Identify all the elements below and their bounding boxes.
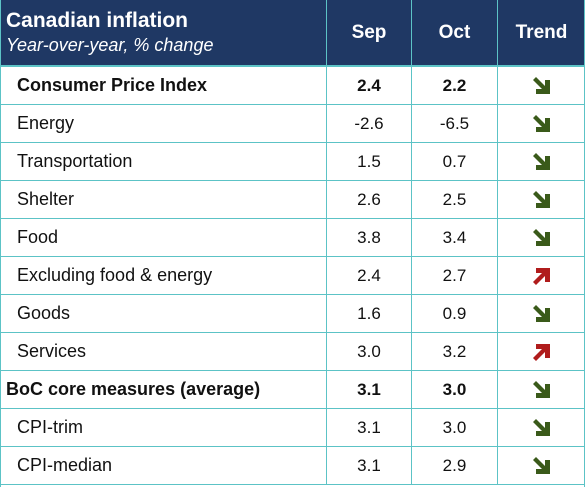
arrow-down-right-icon (531, 113, 553, 135)
row-label: Services (0, 333, 327, 370)
column-header-oct: Oct (412, 0, 498, 65)
table-row: Transportation 1.5 0.7 (0, 143, 585, 181)
arrow-up-right-icon (531, 265, 553, 287)
trend-cell (498, 181, 585, 218)
sep-value: 3.8 (327, 219, 412, 256)
oct-value: 3.0 (412, 371, 498, 408)
table-row: Goods 1.6 0.9 (0, 295, 585, 333)
table-row: Consumer Price Index 2.4 2.2 (0, 67, 585, 105)
arrow-up-right-icon (531, 341, 553, 363)
arrow-down-right-icon (531, 379, 553, 401)
oct-value: 3.4 (412, 219, 498, 256)
oct-value: 0.9 (412, 295, 498, 332)
oct-value: -6.5 (412, 105, 498, 142)
row-label: Goods (0, 295, 327, 332)
sep-value: 1.6 (327, 295, 412, 332)
trend-cell (498, 105, 585, 142)
trend-cell (498, 295, 585, 332)
sep-value: 2.6 (327, 181, 412, 218)
oct-value: 2.9 (412, 447, 498, 484)
arrow-down-right-icon (531, 227, 553, 249)
arrow-down-right-icon (531, 455, 553, 477)
oct-value: 2.2 (412, 67, 498, 104)
sep-value: 2.4 (327, 257, 412, 294)
row-label: Excluding food & energy (0, 257, 327, 294)
table-subtitle: Year-over-year, % change (6, 34, 214, 55)
table-row: Excluding food & energy 2.4 2.7 (0, 257, 585, 295)
sep-value: -2.6 (327, 105, 412, 142)
row-label: Transportation (0, 143, 327, 180)
oct-value: 2.5 (412, 181, 498, 218)
arrow-down-right-icon (531, 417, 553, 439)
row-label: CPI-median (0, 447, 327, 484)
trend-cell (498, 143, 585, 180)
trend-cell (498, 219, 585, 256)
sep-value: 3.1 (327, 409, 412, 446)
trend-cell (498, 447, 585, 484)
sep-value: 2.4 (327, 67, 412, 104)
oct-value: 0.7 (412, 143, 498, 180)
table-header: Canadian inflation Year-over-year, % cha… (0, 0, 585, 67)
oct-value: 3.2 (412, 333, 498, 370)
arrow-down-right-icon (531, 75, 553, 97)
header-title-cell: Canadian inflation Year-over-year, % cha… (0, 0, 327, 65)
arrow-down-right-icon (531, 189, 553, 211)
oct-value: 2.7 (412, 257, 498, 294)
table-row: Shelter 2.6 2.5 (0, 181, 585, 219)
trend-cell (498, 333, 585, 370)
column-header-trend: Trend (515, 21, 568, 43)
table-row: Services 3.0 3.2 (0, 333, 585, 371)
oct-value: 3.0 (412, 409, 498, 446)
row-label: Consumer Price Index (0, 67, 327, 104)
row-label: Energy (0, 105, 327, 142)
trend-cell (498, 257, 585, 294)
sep-value: 3.1 (327, 371, 412, 408)
table-left-border (0, 0, 1, 487)
column-header-sep: Sep (327, 0, 412, 65)
table-body: Consumer Price Index 2.4 2.2 Energy -2.6 -6.5… (0, 67, 585, 485)
table-row: Energy -2.6 -6.5 (0, 105, 585, 143)
sep-value: 1.5 (327, 143, 412, 180)
table-row: Food 3.8 3.4 (0, 219, 585, 257)
sep-value: 3.0 (327, 333, 412, 370)
arrow-down-right-icon (531, 303, 553, 325)
row-label: Shelter (0, 181, 327, 218)
table-row: CPI-median 3.1 2.9 (0, 447, 585, 485)
table-row: CPI-trim 3.1 3.0 (0, 409, 585, 447)
row-label: BoC core measures (average) (0, 371, 327, 408)
trend-cell (498, 67, 585, 104)
arrow-down-right-icon (531, 151, 553, 173)
table-title: Canadian inflation (6, 8, 189, 32)
sep-value: 3.1 (327, 447, 412, 484)
trend-cell (498, 371, 585, 408)
row-label: Food (0, 219, 327, 256)
trend-cell (498, 409, 585, 446)
row-label: CPI-trim (0, 409, 327, 446)
table-row: BoC core measures (average) 3.1 3.0 (0, 371, 585, 409)
